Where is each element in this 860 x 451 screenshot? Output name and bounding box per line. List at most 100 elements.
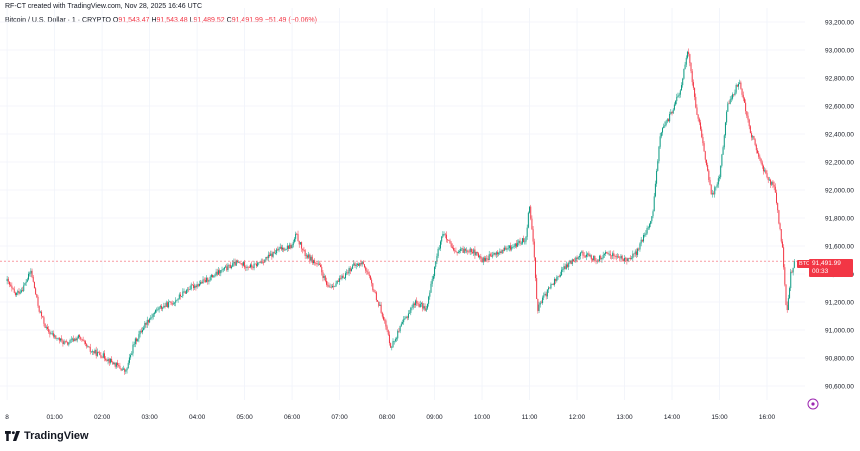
x-tick-label: 04:00 <box>189 414 206 421</box>
candle-body <box>397 330 399 339</box>
candle-body <box>150 317 152 319</box>
candle-body <box>779 223 781 230</box>
candle-body <box>420 303 422 304</box>
candle-body <box>519 240 521 244</box>
candle-body <box>147 319 149 323</box>
candle-body <box>299 242 301 245</box>
candle-body <box>118 365 120 366</box>
candle-body <box>225 266 227 268</box>
candle-body <box>250 264 252 268</box>
candle-body <box>60 338 62 341</box>
candle-body <box>619 257 621 259</box>
candle-body <box>441 236 443 242</box>
candle-body <box>622 259 624 261</box>
candle-body <box>324 276 326 281</box>
candle-body <box>217 270 219 275</box>
candle-body <box>70 339 72 341</box>
candle-body <box>219 270 221 274</box>
candle-body <box>399 325 401 332</box>
candle-body <box>89 347 91 352</box>
candle-body <box>61 338 63 341</box>
candle-body <box>328 285 330 288</box>
candle-body <box>13 289 15 293</box>
y-tick-label: 91,200.00 <box>825 300 854 307</box>
candle-body <box>485 258 487 261</box>
candle-body <box>707 165 709 171</box>
candle-body <box>394 339 396 342</box>
candle-body <box>518 240 520 243</box>
candle-body <box>69 340 71 343</box>
candle-body <box>57 337 59 339</box>
x-tick-label: 07:00 <box>331 414 348 421</box>
candle-body <box>738 83 740 87</box>
candle-body <box>354 263 356 266</box>
candle-body <box>265 257 267 260</box>
candle-body <box>115 362 117 367</box>
candle-body <box>407 313 409 318</box>
candle-body <box>203 279 205 281</box>
candle-body <box>277 249 279 251</box>
candle-body <box>493 252 495 255</box>
candle-body <box>346 272 348 274</box>
candle-body <box>457 251 459 254</box>
candle-body <box>16 292 18 295</box>
candle-body <box>174 302 176 304</box>
candle-body <box>175 300 177 303</box>
x-tick-label: 09:00 <box>426 414 443 421</box>
candle-body <box>311 256 313 263</box>
candle-body <box>422 303 424 309</box>
candle-body <box>741 88 743 95</box>
candle-body <box>665 121 667 125</box>
candle-body <box>361 261 363 265</box>
candle-body <box>385 320 387 327</box>
candle-body <box>62 340 64 345</box>
candle-body <box>431 279 433 284</box>
candle-body <box>791 271 793 273</box>
candle-body <box>20 290 22 293</box>
candle-body <box>318 263 320 265</box>
candle-body <box>280 246 282 250</box>
candle-body <box>84 341 86 344</box>
candle-body <box>194 285 196 289</box>
candle-body <box>80 337 82 340</box>
candle-body <box>615 256 617 258</box>
candle-body <box>201 282 203 284</box>
candle-body <box>411 307 413 309</box>
candle-body <box>450 243 452 247</box>
y-tick-label: 93,200.00 <box>825 20 854 27</box>
symbol-name[interactable]: Bitcoin / U.S. Dollar · 1 · CRYPTO <box>5 17 111 24</box>
candle-body <box>387 330 389 335</box>
candle-body <box>269 254 271 256</box>
candle-body <box>424 306 426 311</box>
candle-body <box>36 294 38 297</box>
candle-body <box>466 250 468 252</box>
candle-body <box>666 119 668 122</box>
candle-body <box>643 234 645 242</box>
candle-body <box>632 253 634 259</box>
candle-body <box>523 238 525 243</box>
candle-body <box>526 227 528 237</box>
candle-body <box>350 268 352 272</box>
candle-body <box>185 290 187 294</box>
candle-body <box>480 256 482 259</box>
candle-body <box>379 304 381 306</box>
candle-body <box>714 187 716 195</box>
candle-body <box>384 319 386 321</box>
candle-body <box>793 261 795 268</box>
candle-body <box>304 250 306 256</box>
candle-body <box>149 318 151 323</box>
candle-body <box>625 258 627 259</box>
candle-body <box>438 248 440 250</box>
candle-body <box>121 369 123 371</box>
candle-body <box>634 251 636 255</box>
candle-body <box>685 57 687 65</box>
candle-body <box>157 309 159 311</box>
candle-body <box>663 126 665 129</box>
candle-body <box>601 257 603 260</box>
candle-body <box>439 241 441 249</box>
candle-body <box>30 270 32 274</box>
settings-icon[interactable] <box>807 398 819 410</box>
candle-body <box>631 258 633 259</box>
candle-body <box>733 94 735 95</box>
